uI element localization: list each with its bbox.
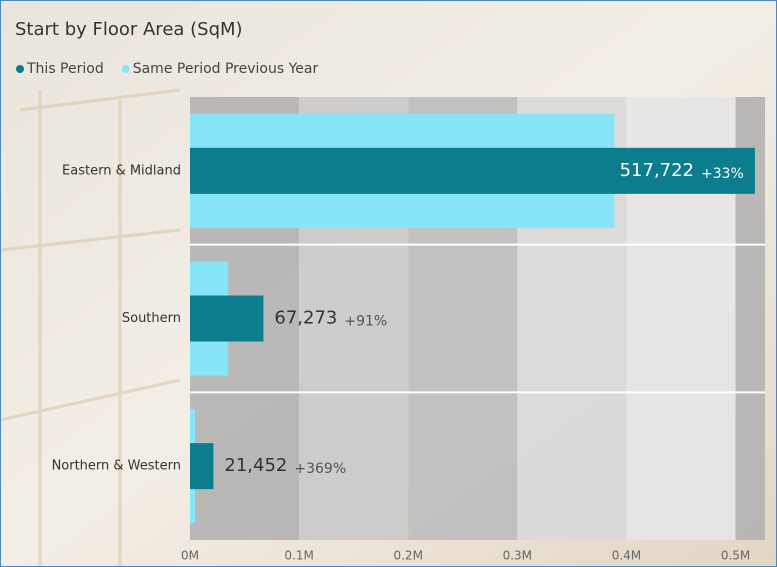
background-photo bbox=[0, 88, 181, 567]
x-tick-label: 0.1M bbox=[284, 549, 313, 563]
x-tick-label: 0.3M bbox=[503, 549, 532, 563]
y-tick-label: Northern & Western bbox=[52, 459, 181, 474]
legend-swatch bbox=[121, 65, 130, 73]
chart-title: Start by Floor Area (SqM) bbox=[15, 19, 243, 40]
bar-current bbox=[190, 147, 755, 194]
legend-swatch bbox=[16, 65, 24, 73]
legend-label: This Period bbox=[26, 61, 104, 77]
x-tick-label: 0.2M bbox=[393, 549, 422, 563]
legend-label: Same Period Previous Year bbox=[133, 61, 319, 77]
change-label: +91% bbox=[344, 314, 387, 330]
data-label: 67,273 bbox=[274, 308, 337, 329]
y-tick-label: Eastern & Midland bbox=[62, 163, 181, 178]
y-tick-label: Southern bbox=[122, 311, 181, 326]
x-tick-label: 0M bbox=[181, 549, 199, 563]
data-label: 517,722 bbox=[620, 160, 694, 181]
data-label: 21,452 bbox=[224, 455, 287, 476]
change-label: +33% bbox=[701, 166, 744, 182]
bar-current bbox=[190, 443, 214, 490]
bar-current bbox=[190, 295, 264, 342]
x-tick-label: 0.5M bbox=[721, 549, 750, 563]
x-tick-label: 0.4M bbox=[612, 549, 641, 563]
change-label: +369% bbox=[294, 461, 346, 477]
